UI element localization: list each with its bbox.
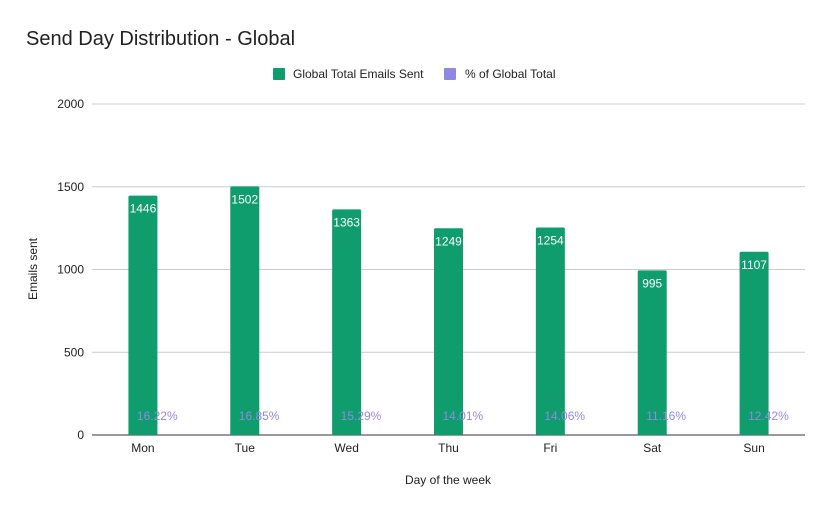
x-tick-label: Mon [131,441,154,455]
bar-sat [637,270,667,435]
bar-value-label: 1107 [741,258,767,272]
chart-title: Send Day Distribution - Global [26,28,295,50]
y-tick-label: 1000 [57,263,84,277]
legend: Global Total Emails Sent % of Global Tot… [273,67,556,81]
y-tick-label: 2000 [57,97,84,111]
x-tick-label: Sat [643,441,662,455]
bar-value-label: 1502 [231,192,258,206]
bar-value-label: 1446 [130,202,157,216]
percent-label: 14.06% [544,409,585,423]
bar-tue [230,186,260,435]
x-tick-label: Sun [743,441,764,455]
x-axis-ticks: Mon Tue Wed Thu Fri Sat Sun [131,441,764,455]
x-axis-title: Day of the week [405,473,492,487]
bar-wed [332,209,362,435]
bar-sun [739,251,769,435]
y-axis-title: Emails sent [26,237,40,300]
percent-label: 14.01% [443,409,484,423]
bars [128,186,769,435]
bar-value-label: 1363 [333,215,360,229]
bar-value-label: 995 [642,276,662,290]
bar-value-label: 1249 [435,234,462,248]
y-tick-label: 1500 [57,180,84,194]
y-tick-label: 500 [64,345,84,359]
x-tick-label: Wed [334,441,358,455]
percent-label: 15.29% [341,409,382,423]
percent-label: 16.85% [239,409,280,423]
percent-label: 12.42% [748,409,789,423]
legend-swatch-emails [273,68,285,80]
y-tick-label: 0 [77,428,84,442]
percent-label: 16.22% [137,409,178,423]
bar-fri [535,227,565,435]
data-labels: 1446 16.22% 1502 16.85% 1363 15.29% 1249 14.01%… [130,192,790,423]
x-tick-label: Tue [235,441,256,455]
x-tick-label: Fri [543,441,557,455]
legend-label-emails: Global Total Emails Sent [293,67,424,81]
bar-value-label: 1254 [537,233,564,247]
x-tick-label: Thu [438,441,459,455]
legend-label-percent: % of Global Total [465,67,556,81]
legend-swatch-percent [444,68,456,80]
percent-label: 11.16% [646,409,686,423]
bar-thu [434,228,463,435]
y-axis-ticks: 0 500 1000 1500 2000 [57,97,84,442]
bar-mon [128,195,158,435]
